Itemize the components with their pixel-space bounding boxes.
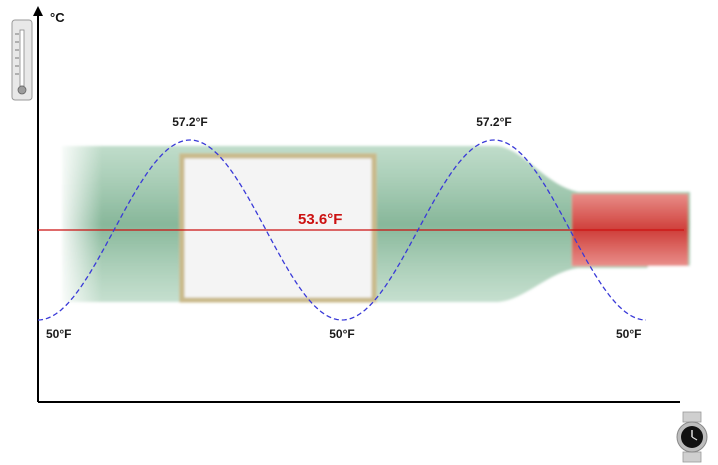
wine-bottle-illustration: [62, 146, 698, 316]
data-label: 50°F: [46, 327, 71, 341]
axes: °C: [33, 6, 680, 403]
data-label: 57.2°F: [172, 115, 207, 129]
thermometer-icon: [11, 19, 33, 101]
data-label: 57.2°F: [476, 115, 511, 129]
chart-marks: 53.6°F 50°F 57.2°F 50°F 57.2°F 50°F: [37, 115, 684, 341]
temperature-series-line: [37, 139, 647, 321]
y-axis-arrow: [33, 6, 43, 16]
data-label: 50°F: [329, 327, 354, 341]
data-label: 50°F: [616, 327, 641, 341]
y-axis-label: °C: [50, 10, 65, 25]
average-label: 53.6°F: [298, 211, 342, 228]
wristwatch-icon: [676, 411, 708, 463]
bottle-label: [179, 153, 377, 303]
